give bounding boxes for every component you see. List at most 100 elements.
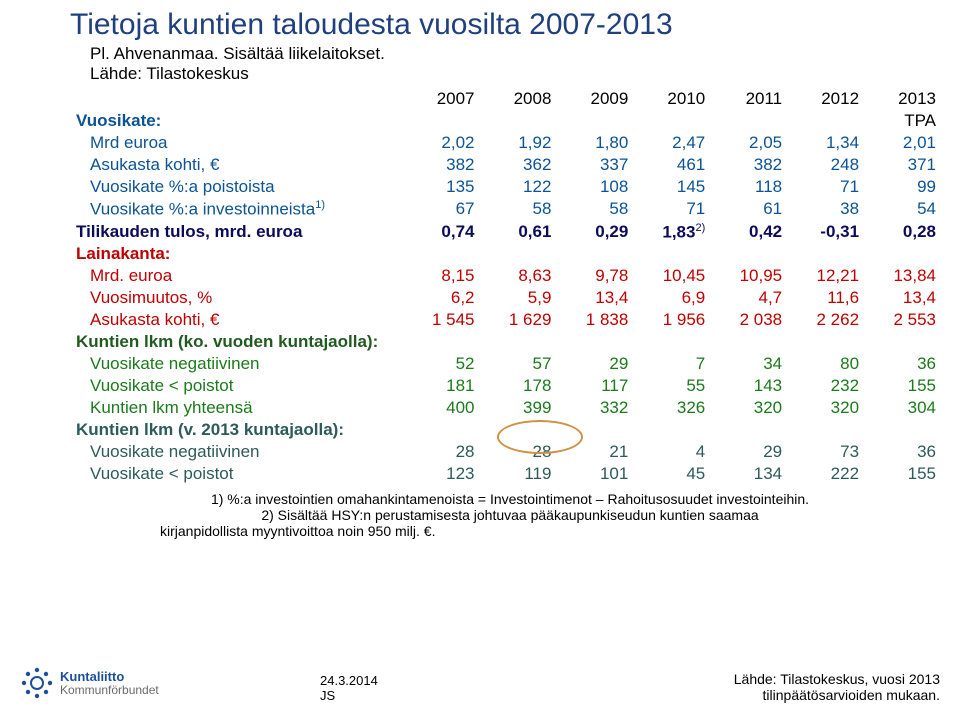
cell: 13,4 bbox=[555, 287, 632, 309]
cell: 118 bbox=[709, 176, 786, 198]
cell: 101 bbox=[555, 463, 632, 485]
date: 24.3.2014 bbox=[320, 673, 378, 688]
cell: 332 bbox=[555, 397, 632, 419]
cell: 1 629 bbox=[479, 309, 556, 331]
row-label: Vuosikate negatiivinen bbox=[72, 441, 402, 463]
cell: 362 bbox=[479, 154, 556, 176]
footnotes: 1) %:a investointien omahankintamenoista… bbox=[110, 491, 910, 539]
cell: 5,9 bbox=[479, 287, 556, 309]
year: 2007 bbox=[402, 88, 479, 110]
cell: 7 bbox=[632, 353, 709, 375]
cell: 4 bbox=[632, 441, 709, 463]
footnote-2b: kirjanpidollista myyntivoittoa noin 950 … bbox=[160, 523, 910, 539]
page-title: Tietoja kuntien taloudesta vuosilta 2007… bbox=[70, 8, 960, 42]
cell: 8,63 bbox=[479, 265, 556, 287]
subtitle-line2: Lähde: Tilastokeskus bbox=[90, 64, 249, 83]
cell: 21 bbox=[555, 441, 632, 463]
cell: 29 bbox=[709, 441, 786, 463]
cell: 320 bbox=[709, 397, 786, 419]
cell: 108 bbox=[555, 176, 632, 198]
cell: 1 838 bbox=[555, 309, 632, 331]
cell: 222 bbox=[786, 463, 863, 485]
row-label: Kuntien lkm (v. 2013 kuntajaolla): bbox=[72, 419, 940, 441]
cell: 10,45 bbox=[632, 265, 709, 287]
cell: 0,42 bbox=[709, 221, 786, 244]
cell: 99 bbox=[863, 176, 940, 198]
row-label: Mrd euroa bbox=[72, 132, 402, 154]
text: 1,83 bbox=[662, 222, 695, 241]
cell: 61 bbox=[709, 198, 786, 221]
table-row: Vuosikate %:a investoinneista1) 67 58 58… bbox=[72, 198, 940, 221]
row-label: Vuosikate %:a poistoista bbox=[72, 176, 402, 198]
cell: 0,74 bbox=[402, 221, 479, 244]
tpa-row: Vuosikate: TPA bbox=[72, 110, 940, 132]
cell: 461 bbox=[632, 154, 709, 176]
cell: 0,29 bbox=[555, 221, 632, 244]
cell: 10,95 bbox=[709, 265, 786, 287]
cell: 400 bbox=[402, 397, 479, 419]
logo-text: Kuntaliitto Kommunförbundet bbox=[60, 670, 159, 696]
cell: 1 956 bbox=[632, 309, 709, 331]
cell: 67 bbox=[402, 198, 479, 221]
table-row: Mrd euroa 2,02 1,92 1,80 2,47 2,05 1,34 … bbox=[72, 132, 940, 154]
table-row: Vuosimuutos, % 6,2 5,9 13,4 6,9 4,7 11,6… bbox=[72, 287, 940, 309]
lainakanta-header: Lainakanta: bbox=[72, 243, 940, 265]
cell: 122 bbox=[479, 176, 556, 198]
year: 2009 bbox=[555, 88, 632, 110]
cell: 155 bbox=[863, 463, 940, 485]
cell: 9,78 bbox=[555, 265, 632, 287]
cell: 58 bbox=[479, 198, 556, 221]
cell: 178 bbox=[479, 375, 556, 397]
table-row: Vuosikate negatiivinen 52 57 29 7 34 80 … bbox=[72, 353, 940, 375]
row-label: Kuntien lkm yhteensä bbox=[72, 397, 402, 419]
logo-line2: Kommunförbundet bbox=[60, 684, 159, 697]
cell: 155 bbox=[863, 375, 940, 397]
cell: 28 bbox=[402, 441, 479, 463]
cell: 11,6 bbox=[786, 287, 863, 309]
cell: 135 bbox=[402, 176, 479, 198]
year: 2012 bbox=[786, 88, 863, 110]
cell: 54 bbox=[863, 198, 940, 221]
cell: 55 bbox=[632, 375, 709, 397]
row-label: Lainakanta: bbox=[72, 243, 402, 265]
row-label: Vuosikate negatiivinen bbox=[72, 353, 402, 375]
logo-line1: Kuntaliitto bbox=[60, 670, 159, 684]
cell: 248 bbox=[786, 154, 863, 176]
cell: 382 bbox=[709, 154, 786, 176]
year: 2008 bbox=[479, 88, 556, 110]
cell: 71 bbox=[786, 176, 863, 198]
row-label: Vuosimuutos, % bbox=[72, 287, 402, 309]
cell: 52 bbox=[402, 353, 479, 375]
cell: 117 bbox=[555, 375, 632, 397]
cell: 2 553 bbox=[863, 309, 940, 331]
source-line1: Lähde: Tilastokeskus, vuosi 2013 bbox=[734, 671, 940, 687]
subtitle-line1: Pl. Ahvenanmaa. Sisältää liikelaitokset. bbox=[90, 44, 385, 63]
cell: 382 bbox=[402, 154, 479, 176]
sup: 1) bbox=[315, 199, 325, 211]
cell: 123 bbox=[402, 463, 479, 485]
cell: 143 bbox=[709, 375, 786, 397]
footer-center: 24.3.2014 JS bbox=[320, 673, 378, 703]
row-label: Vuosikate < poistot bbox=[72, 463, 402, 485]
cell: 119 bbox=[479, 463, 556, 485]
table-row: Vuosikate %:a poistoista 135 122 108 145… bbox=[72, 176, 940, 198]
table-row: Asukasta kohti, € 382 362 337 461 382 24… bbox=[72, 154, 940, 176]
kuntien-ko-header: Kuntien lkm (ko. vuoden kuntajaolla): bbox=[72, 331, 940, 353]
cell: 80 bbox=[786, 353, 863, 375]
cell: 8,15 bbox=[402, 265, 479, 287]
cell: 1,80 bbox=[555, 132, 632, 154]
cell: 2,05 bbox=[709, 132, 786, 154]
row-label: Asukasta kohti, € bbox=[72, 154, 402, 176]
cell: 12,21 bbox=[786, 265, 863, 287]
cell: 36 bbox=[863, 353, 940, 375]
table-row: Vuosikate < poistot 181 178 117 55 143 2… bbox=[72, 375, 940, 397]
year-header-row: 2007 2008 2009 2010 2011 2012 2013 bbox=[72, 88, 940, 110]
row-label: Asukasta kohti, € bbox=[72, 309, 402, 331]
cell: 2,47 bbox=[632, 132, 709, 154]
cell: 34 bbox=[709, 353, 786, 375]
cell: 326 bbox=[632, 397, 709, 419]
cell: 181 bbox=[402, 375, 479, 397]
footnote-1: 1) %:a investointien omahankintamenoista… bbox=[110, 491, 910, 507]
cell: 73 bbox=[786, 441, 863, 463]
kuntien-2013-header: Kuntien lkm (v. 2013 kuntajaolla): bbox=[72, 419, 940, 441]
